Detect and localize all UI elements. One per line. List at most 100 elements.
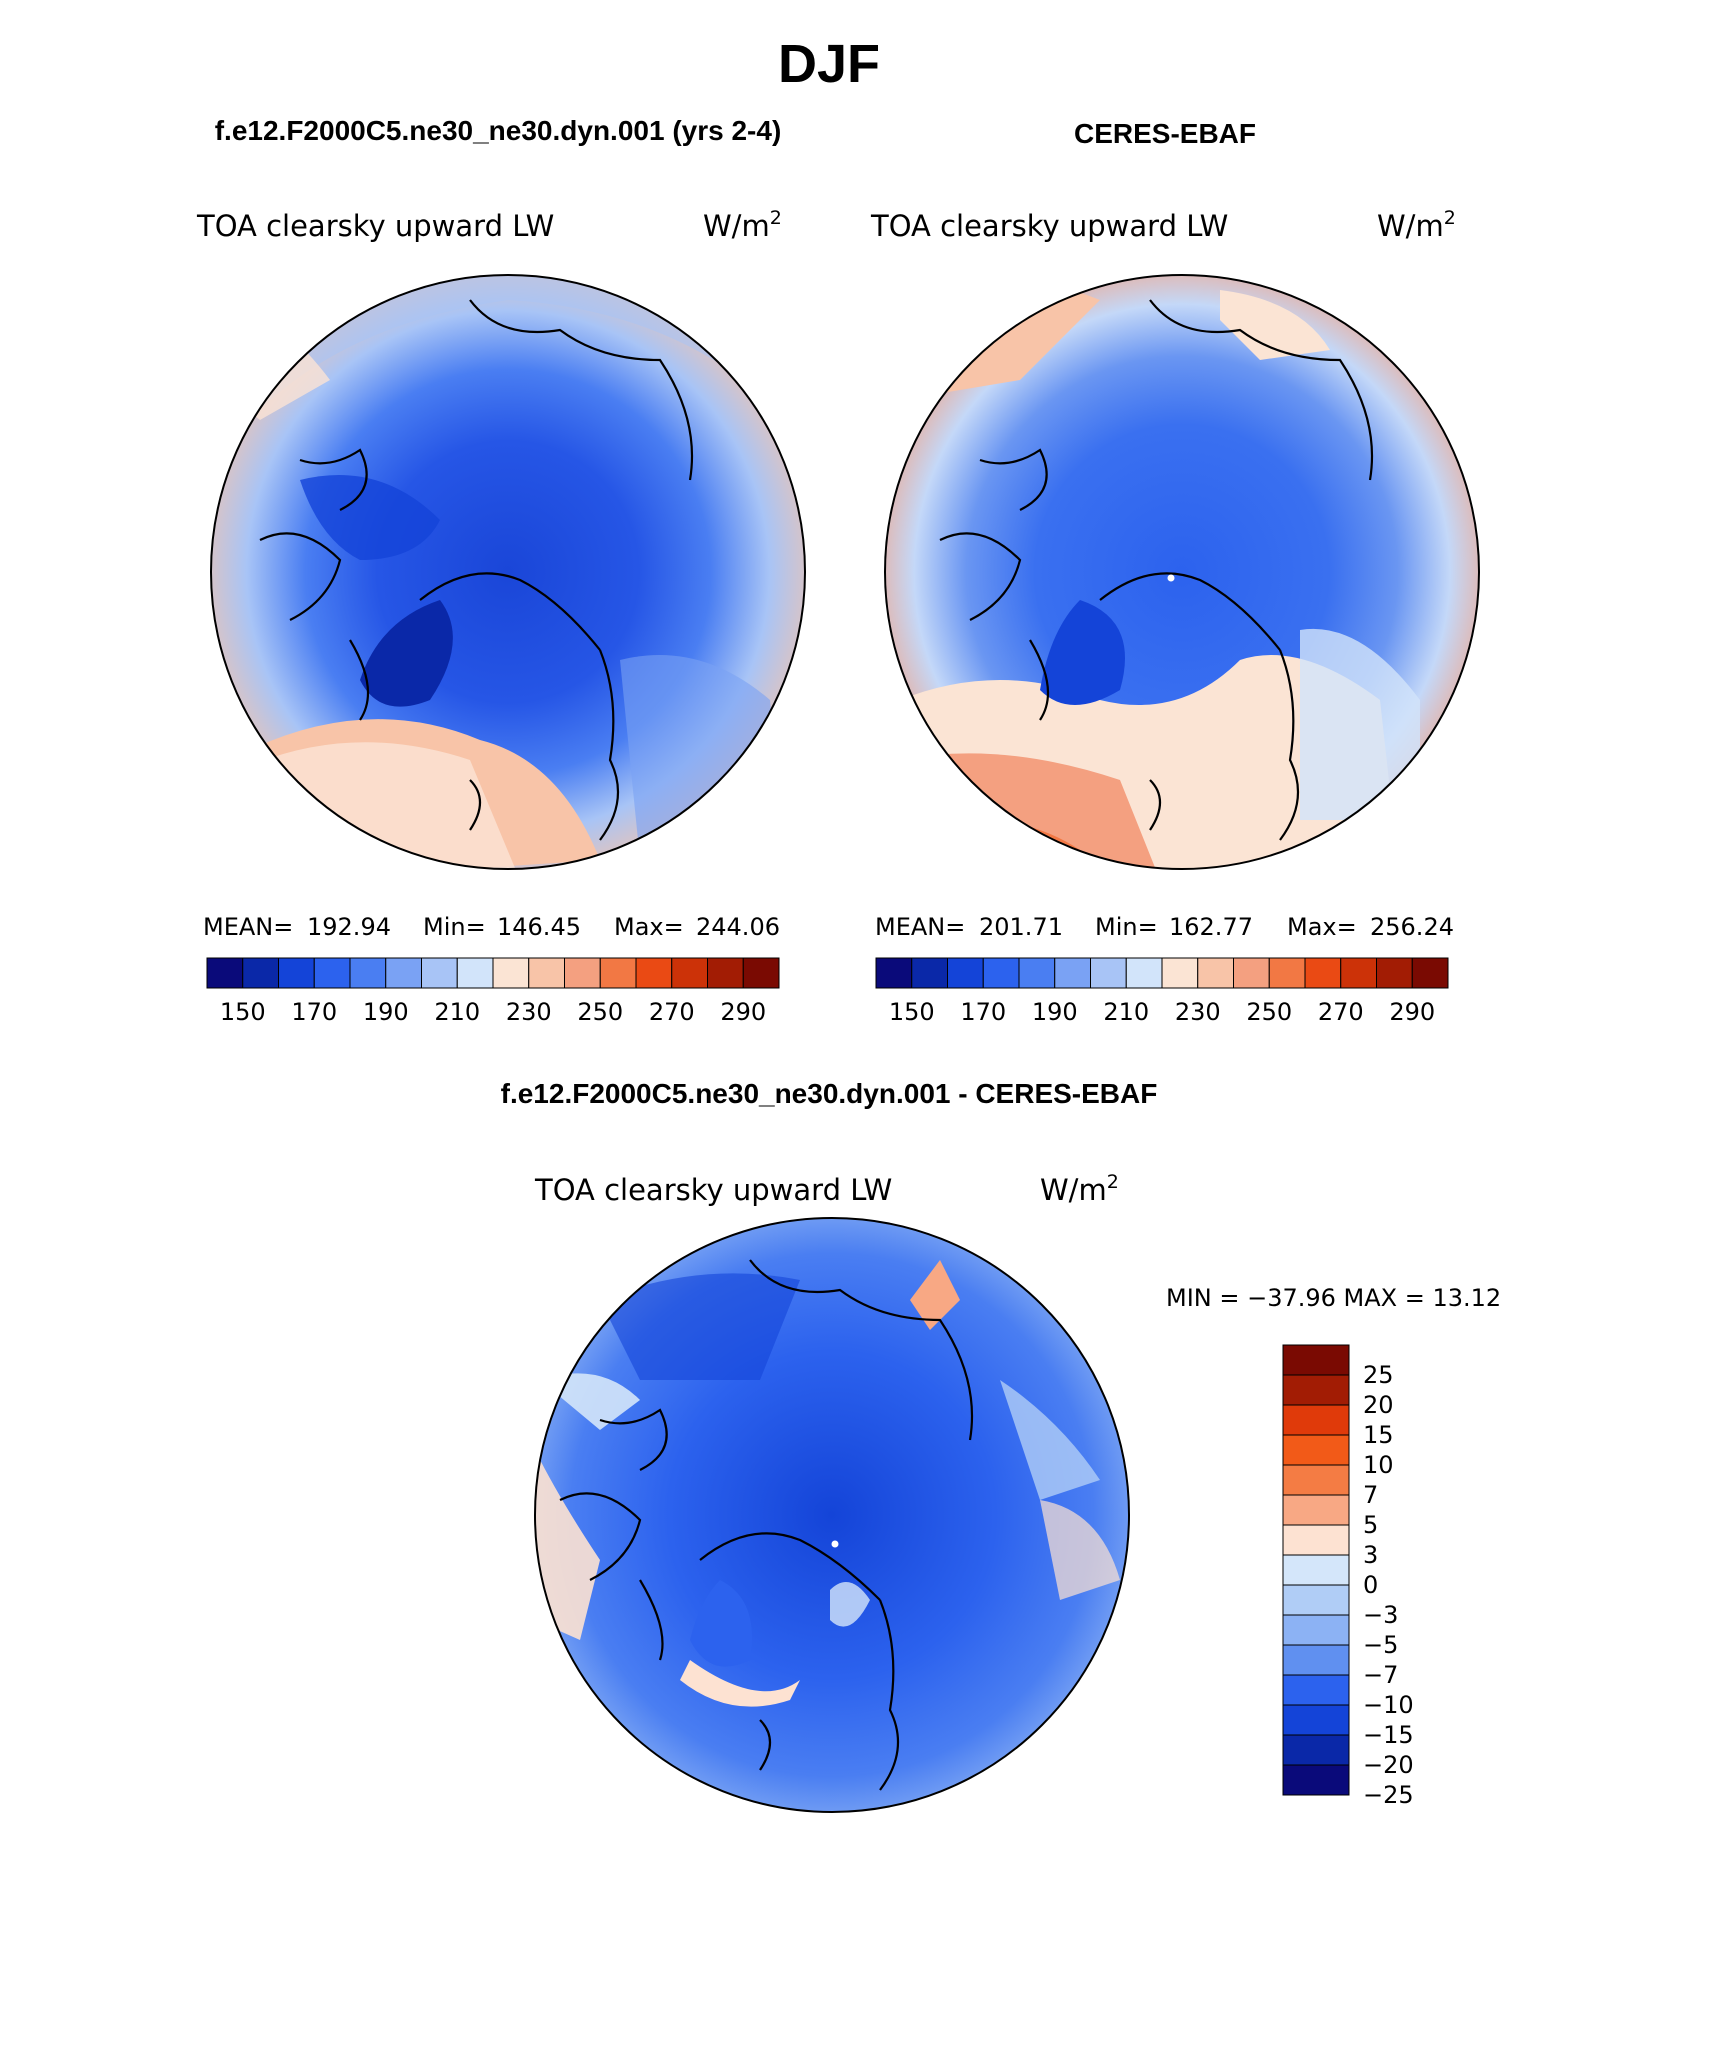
diff-colorbar-swatch [1282, 1494, 1350, 1526]
diff-colorbar-swatch [1282, 1764, 1350, 1796]
model-colorbar-tick-label: 210 [434, 998, 480, 1026]
model-colorbar-swatch [635, 957, 673, 989]
diff-units-label: W/m2 [1040, 1171, 1119, 1207]
obs-stats: MEAN= 201.71 Min= 162.77 Max= 256.24 [875, 913, 1454, 941]
obs-colorbar-swatch [1411, 957, 1449, 989]
obs-min-value: 162.77 [1169, 913, 1253, 941]
model-colorbar-tick-label: 290 [720, 998, 766, 1026]
model-colorbar-swatch [492, 957, 530, 989]
obs-colorbar-tick-label: 190 [1032, 998, 1078, 1026]
obs-colorbar-tick-label: 170 [960, 998, 1006, 1026]
obs-colorbar-tick-label: 150 [889, 998, 935, 1026]
diff-colorbar-tick-label: −25 [1363, 1781, 1414, 1809]
obs-mean-value: 201.71 [979, 913, 1063, 941]
diff-colorbar-tick-label: −7 [1363, 1661, 1398, 1689]
obs-colorbar-swatch [1233, 957, 1270, 989]
diff-map [534, 1217, 1130, 1813]
model-colorbar-swatch [528, 957, 565, 989]
diff-colorbar-tick-label: 0 [1363, 1571, 1378, 1599]
model-colorbar-tick-label: 230 [506, 998, 552, 1026]
model-colorbar-swatch [278, 957, 315, 989]
diff-colorbar-swatch [1282, 1464, 1350, 1496]
diff-colorbar-swatch [1282, 1674, 1350, 1706]
obs-mean-label: MEAN= [875, 913, 965, 941]
model-min-label: Min= [423, 913, 486, 941]
model-max-label: Max= [614, 913, 684, 941]
model-min-value: 146.45 [497, 913, 581, 941]
diff-colorbar-tick-label: −20 [1363, 1751, 1414, 1779]
obs-panel-title: CERES-EBAF [1074, 118, 1256, 149]
diff-colorbar-swatch [1282, 1554, 1350, 1586]
diff-colorbar-tick-label: −10 [1363, 1691, 1414, 1719]
model-colorbar-swatch [707, 957, 744, 989]
model-max-value: 244.06 [696, 913, 780, 941]
model-panel-title: f.e12.F2000C5.ne30_ne30.dyn.001 (yrs 2-4… [215, 115, 782, 146]
obs-min-label: Min= [1095, 913, 1158, 941]
obs-colorbar-swatch [1018, 957, 1056, 989]
diff-colorbar-tick-label: 3 [1363, 1541, 1378, 1569]
diff-colorbar-tick-label: 5 [1363, 1511, 1378, 1539]
model-colorbar-swatch [206, 957, 244, 989]
model-colorbar-swatch [671, 957, 708, 989]
model-colorbar-swatch [385, 957, 422, 989]
diff-colorbar-swatch [1282, 1614, 1350, 1646]
obs-colorbar-swatch [1197, 957, 1234, 989]
diff-variable-label: TOA clearsky upward LW [534, 1173, 892, 1207]
obs-panel: TOA clearsky upward LW W/m2 MEAN= 201.71… [870, 207, 1480, 1026]
diff-colorbar-tick-label: 10 [1363, 1451, 1394, 1479]
obs-colorbar-swatch [1340, 957, 1377, 989]
model-colorbar-swatch [564, 957, 601, 989]
obs-colorbar-tick-label: 270 [1318, 998, 1364, 1026]
obs-colorbar-swatch [982, 957, 1020, 989]
obs-map [884, 274, 1480, 870]
obs-colorbar-swatch [1304, 957, 1342, 989]
model-colorbar-swatch [599, 957, 637, 989]
obs-colorbar-tick-label: 290 [1389, 998, 1435, 1026]
obs-colorbar-swatch [1268, 957, 1306, 989]
obs-colorbar-swatch [875, 957, 913, 989]
diff-colorbar-swatch [1282, 1434, 1350, 1466]
obs-max-value: 256.24 [1370, 913, 1454, 941]
model-colorbar-swatch [421, 957, 458, 989]
model-colorbar-swatch [742, 957, 780, 989]
obs-colorbar-swatch [1125, 957, 1163, 989]
model-colorbar-swatch [313, 957, 351, 989]
model-colorbar-swatch [349, 957, 387, 989]
diff-colorbar-tick-label: 15 [1363, 1421, 1394, 1449]
model-stats: MEAN= 192.94 Min= 146.45 Max= 244.06 [203, 913, 780, 941]
model-mean-label: MEAN= [203, 913, 293, 941]
diff-panel: TOA clearsky upward LW W/m2 MIN = −37.96… [534, 1171, 1501, 1813]
diff-colorbar-swatch [1282, 1584, 1350, 1616]
diff-colorbar-tick-label: −15 [1363, 1721, 1414, 1749]
obs-colorbar-swatch [947, 957, 984, 989]
obs-variable-label: TOA clearsky upward LW [870, 209, 1228, 243]
model-map [210, 274, 806, 870]
diff-colorbar-swatch [1282, 1374, 1350, 1406]
diff-colorbar-swatch [1282, 1644, 1350, 1676]
model-variable-label: TOA clearsky upward LW [196, 209, 554, 243]
diff-colorbar-tick-label: 20 [1363, 1391, 1394, 1419]
diff-colorbar-tick-label: −5 [1363, 1631, 1398, 1659]
obs-max-label: Max= [1287, 913, 1357, 941]
obs-colorbar-tick-label: 230 [1175, 998, 1221, 1026]
diff-colorbar-tick-label: 7 [1363, 1481, 1378, 1509]
obs-units-label: W/m2 [1377, 207, 1456, 243]
obs-colorbar-swatch [1161, 957, 1199, 989]
model-colorbar-tick-label: 270 [649, 998, 695, 1026]
diff-colorbar-swatch [1282, 1704, 1350, 1736]
diff-colorbar-tick-label: 25 [1363, 1361, 1394, 1389]
obs-colorbar-tick-label: 210 [1103, 998, 1149, 1026]
model-colorbar-swatch [242, 957, 279, 989]
obs-colorbar-swatch [1376, 957, 1413, 989]
model-colorbar-swatch [456, 957, 494, 989]
obs-colorbar-swatch [1054, 957, 1091, 989]
diff-colorbar-swatch [1282, 1524, 1350, 1556]
model-colorbar-tick-label: 250 [577, 998, 623, 1026]
diff-colorbar-swatch [1282, 1404, 1350, 1436]
obs-colorbar: 150 170 190 210 230 250 270 290 [875, 957, 1449, 1026]
diff-min-max-label: MIN = −37.96 MAX = 13.12 [1166, 1284, 1501, 1312]
model-colorbar-tick-label: 170 [291, 998, 337, 1026]
obs-colorbar-swatch [1090, 957, 1127, 989]
